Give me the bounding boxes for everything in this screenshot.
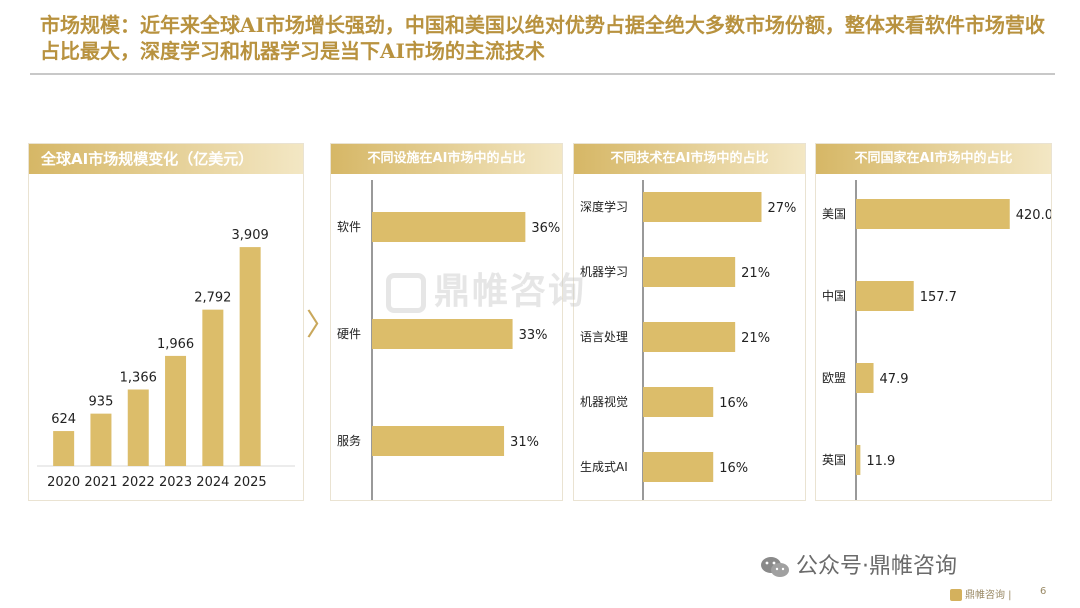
bar-机器学习 (643, 257, 736, 287)
value-label-2024: 2,792 (194, 291, 231, 306)
category-label-欧盟: 欧盟 (822, 371, 846, 385)
headline-divider (30, 73, 1055, 75)
bar-2025 (239, 247, 261, 466)
x-tick-2020: 2020 (47, 475, 80, 490)
bar-2022 (127, 389, 149, 466)
brand-logo-icon (950, 589, 962, 601)
footer-brand: 鼎帷咨询 | (950, 586, 1012, 601)
x-tick-2024: 2024 (196, 475, 229, 490)
bar-生成式AI (643, 452, 714, 482)
value-label-欧盟: 47.9 (880, 372, 909, 387)
value-label-硬件: 33% (519, 328, 548, 343)
value-label-2023: 1,966 (157, 337, 194, 352)
wechat-icon (761, 557, 789, 577)
x-tick-2021: 2021 (84, 475, 117, 490)
category-label-硬件: 硬件 (337, 327, 361, 341)
chart-global-market-size: 624 2020 935 2021 1,366 2022 1,966 2023 2,792 202… (37, 228, 295, 490)
value-label-语言处理: 21% (741, 331, 770, 346)
value-label-机器学习: 21% (741, 266, 770, 281)
category-label-中国: 中国 (822, 288, 846, 303)
panel-country-share: 不同国家在AI市场中的占比 美国 420.0 中国 157.7 欧盟 47.9 英国 11.9 (815, 143, 1052, 501)
bar-硬件 (372, 319, 513, 349)
category-label-生成式AI: 生成式AI (580, 460, 628, 474)
bar-机器视觉 (643, 387, 714, 417)
category-label-深度学习: 深度学习 (580, 199, 628, 214)
category-label-软件: 软件 (337, 220, 361, 234)
watermark-logo-icon (386, 273, 426, 313)
value-label-英国: 11.9 (866, 454, 895, 469)
watermark: 鼎帷咨询 (386, 262, 586, 314)
page-number: 6 (1040, 586, 1047, 597)
watermark-text: 鼎帷咨询 (434, 271, 587, 312)
bar-深度学习 (643, 192, 762, 222)
bar-2021 (90, 413, 112, 466)
value-label-2020: 624 (51, 412, 76, 427)
panel-title-technology-share: 不同技术在AI市场中的占比 (574, 144, 805, 174)
bar-中国 (856, 281, 914, 311)
value-label-美国: 420.0 (1016, 208, 1051, 223)
x-tick-2022: 2022 (122, 475, 155, 490)
footer-brand-text: 鼎帷咨询 (965, 590, 1005, 601)
chart-country-share: 美国 420.0 中国 157.7 欧盟 47.9 英国 11.9 (822, 180, 1051, 500)
bar-欧盟 (856, 363, 874, 393)
category-label-机器学习: 机器学习 (580, 264, 628, 279)
category-label-服务: 服务 (337, 433, 361, 448)
panel-facility-share: 不同设施在AI市场中的占比 软件 36% 硬件 33% 服务 31% (330, 143, 563, 501)
value-label-2021: 935 (89, 395, 114, 410)
x-tick-2023: 2023 (159, 475, 192, 490)
value-label-生成式AI: 16% (719, 461, 748, 476)
footer-social-text: 公众号·鼎帷咨询 (796, 554, 957, 579)
panel-technology-share: 不同技术在AI市场中的占比 深度学习 27% 机器学习 21% 语言处理 21% 机器视觉 1… (573, 143, 806, 501)
panel-title-global-market-size: 全球AI市场规模变化（亿美元） (29, 144, 303, 174)
value-label-2025: 3,909 (232, 228, 269, 243)
value-label-中国: 157.7 (920, 290, 957, 305)
value-label-服务: 31% (510, 435, 539, 450)
panel-global-market-size: 全球AI市场规模变化（亿美元） 624 2020 935 2021 1,366 2022 1… (28, 143, 304, 501)
panel-title-country-share: 不同国家在AI市场中的占比 (816, 144, 1051, 174)
x-tick-2025: 2025 (234, 475, 267, 490)
bar-软件 (372, 212, 526, 242)
category-label-英国: 英国 (822, 453, 846, 467)
chart-facility-share: 软件 36% 硬件 33% 服务 31% (337, 180, 560, 500)
value-label-深度学习: 27% (768, 201, 797, 216)
bar-语言处理 (643, 322, 736, 352)
value-label-2022: 1,366 (120, 371, 157, 386)
bar-英国 (856, 445, 861, 475)
bar-2024 (202, 309, 224, 466)
chart-technology-share: 深度学习 27% 机器学习 21% 语言处理 21% 机器视觉 16% 生成式AI 16% (580, 180, 797, 500)
panel-title-facility-share: 不同设施在AI市场中的占比 (331, 144, 562, 174)
footer-social-account: 公众号·鼎帷咨询 (760, 548, 957, 580)
category-label-机器视觉: 机器视觉 (580, 394, 628, 409)
category-label-美国: 美国 (822, 207, 846, 221)
bar-2023 (165, 355, 187, 466)
page-headline: 市场规模：近年来全球AI市场增长强劲，中国和美国以绝对优势占据全绝大多数市场份额… (40, 13, 1045, 63)
bar-美国 (856, 199, 1010, 229)
category-label-语言处理: 语言处理 (580, 330, 628, 344)
value-label-软件: 36% (531, 221, 560, 236)
value-label-机器视觉: 16% (719, 396, 748, 411)
bar-服务 (372, 426, 505, 456)
bar-2020 (53, 431, 75, 466)
